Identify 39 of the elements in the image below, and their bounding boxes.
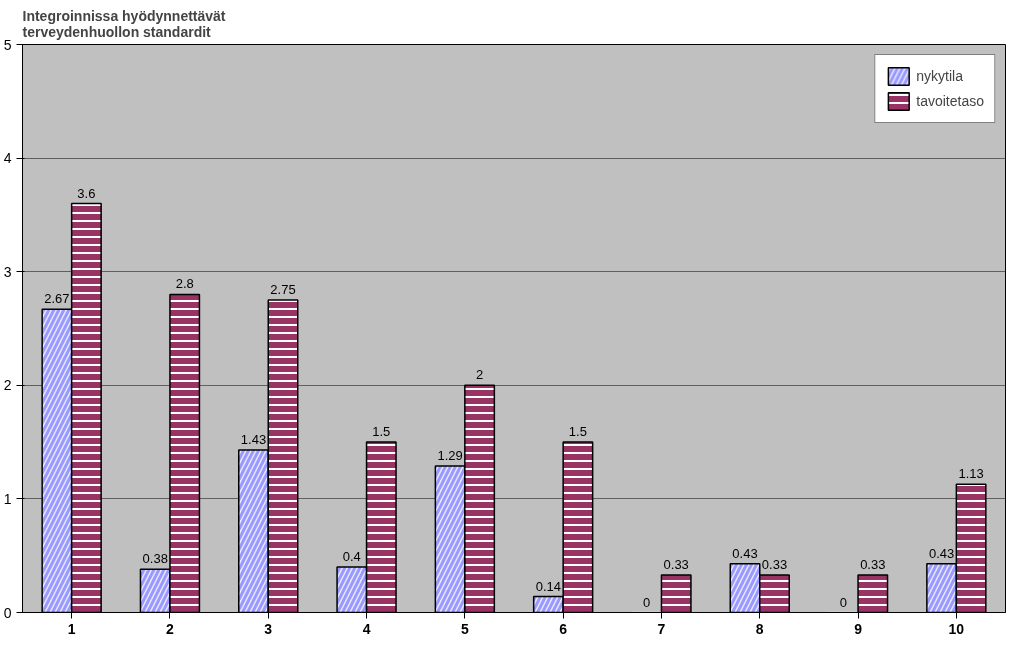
- x-tick-label: 8: [755, 620, 764, 637]
- chart-title: Integroinnissa hyödynnettävät terveydenhuollon standardit: [22, 7, 226, 40]
- data-label: 2.75: [270, 282, 296, 298]
- y-tick-label: 5: [3, 36, 12, 53]
- data-label: 0.33: [761, 557, 788, 573]
- data-label: 0.33: [860, 557, 886, 573]
- x-tick-label: 10: [948, 620, 965, 637]
- data-label: 1.13: [958, 466, 984, 482]
- data-label: 1.5: [568, 424, 587, 440]
- data-label: 0.38: [142, 551, 168, 567]
- data-label: 0.14: [535, 578, 562, 594]
- y-tick-label: 1: [3, 490, 12, 507]
- x-tick-label: 4: [362, 620, 371, 637]
- y-tick-label: 0: [3, 604, 12, 621]
- x-tick-label: 1: [67, 620, 76, 637]
- x-tick-label: 7: [657, 620, 666, 637]
- x-tick-label: 2: [166, 620, 175, 637]
- legend-label: tavoitetaso: [916, 93, 984, 109]
- data-label: 0.4: [342, 549, 361, 565]
- x-tick-label: 6: [559, 620, 568, 637]
- data-label: 0: [839, 594, 847, 610]
- y-tick-label: 3: [3, 263, 12, 280]
- y-tick-label: 2: [3, 377, 12, 394]
- x-tick-label: 5: [460, 620, 469, 637]
- data-label: 2.67: [44, 291, 70, 307]
- data-label: 1.5: [372, 424, 391, 440]
- data-label: 3.6: [77, 185, 96, 201]
- data-label: 0.43: [928, 545, 955, 561]
- y-tick-label: 4: [3, 150, 12, 167]
- data-label: 0: [643, 594, 651, 610]
- x-tick-label: 3: [264, 620, 273, 637]
- data-label: 0.43: [732, 545, 758, 561]
- data-label: 1.29: [437, 447, 463, 463]
- data-label: 2: [475, 367, 484, 383]
- data-label: 0.33: [663, 557, 689, 573]
- data-label: 2.8: [175, 276, 194, 292]
- data-label: 1.43: [240, 432, 267, 448]
- x-tick-label: 9: [854, 620, 863, 637]
- legend-label: nykytila: [916, 68, 963, 84]
